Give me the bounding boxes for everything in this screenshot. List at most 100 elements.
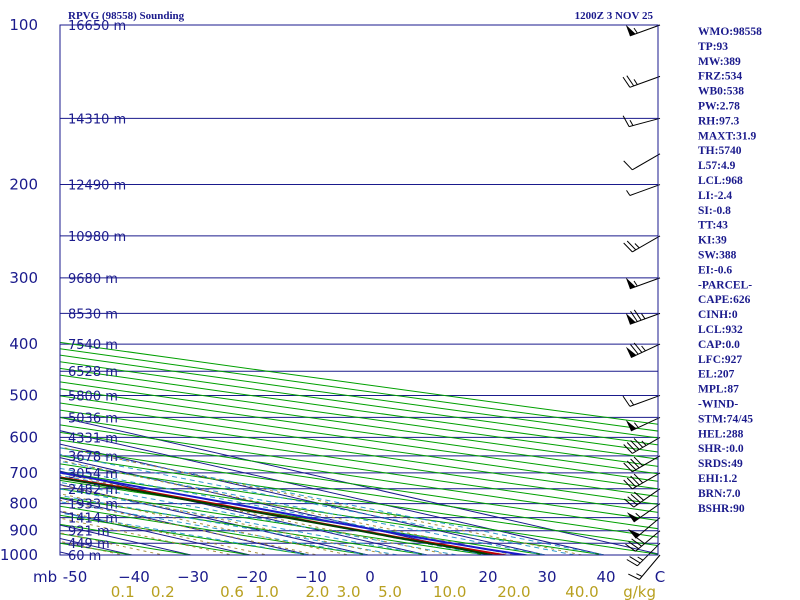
dry-adiabat <box>60 395 658 482</box>
temperature-tick-label: 30 <box>537 568 556 586</box>
isotherm-line <box>0 25 4 566</box>
dry-adiabat <box>60 471 608 555</box>
mixing-ratio-label: 5.0 <box>378 583 402 600</box>
sounding-index: TT:43 <box>698 220 728 232</box>
height-label: 6528 m <box>68 365 118 380</box>
sounding-index: WMO:98558 <box>698 26 762 38</box>
wind-barb <box>625 530 661 552</box>
sounding-index: PW:2.78 <box>698 101 740 113</box>
height-label: 14310 m <box>68 112 126 127</box>
mixing-ratio-label: 3.0 <box>337 583 361 600</box>
temperature-tick-label: 0 <box>365 568 375 586</box>
mixing-ratio-line <box>60 459 517 555</box>
sounding-index: MPL:87 <box>698 384 739 396</box>
height-label: 8530 m <box>68 307 118 322</box>
temperature-tick-label: 10 <box>419 568 438 586</box>
wind-barb <box>623 153 661 171</box>
mixing-ratio-label: 2.0 <box>305 583 329 600</box>
sounding-index: CAPE:626 <box>698 294 751 306</box>
wind-barb <box>626 184 661 196</box>
sounding-index: HEL:288 <box>698 428 744 440</box>
sounding-index: FRZ:534 <box>698 71 742 83</box>
moist-adiabat <box>60 467 516 555</box>
diagram-grid <box>0 25 658 566</box>
sounding-index: BRN:7.0 <box>698 488 741 500</box>
temperature-tick-label: −20 <box>236 568 268 586</box>
wind-barb <box>625 416 661 432</box>
dewpoint-trace <box>60 476 499 555</box>
dry-adiabat <box>60 388 658 475</box>
sounding-index: SW:388 <box>698 250 737 262</box>
dry-adiabat <box>60 496 431 555</box>
pressure-tick-label: 100 <box>9 16 38 34</box>
height-label: 2482 m <box>68 483 118 498</box>
temperature-tick-label: −10 <box>295 568 327 586</box>
chart-title-left: RPVG (98558) Sounding <box>68 10 185 22</box>
temperature-tick-label: -50 <box>63 568 88 586</box>
isotherm-line <box>60 416 658 555</box>
dry-adiabat <box>60 416 658 505</box>
mixing-ratio-line <box>60 446 585 555</box>
dry-adiabat <box>60 374 658 460</box>
mixing-ratio-unit: g/kg <box>623 583 656 600</box>
height-label: 60 m <box>68 549 101 564</box>
sounding-index: RH:97.3 <box>698 115 739 127</box>
height-label: 1414 m <box>68 512 118 527</box>
sounding-index: EI:-0.6 <box>698 264 732 276</box>
dry-adiabat <box>60 439 658 530</box>
dry-adiabat <box>60 381 658 467</box>
height-label: 12490 m <box>68 179 126 194</box>
dry-adiabat <box>60 361 658 446</box>
pressure-tick-label: 900 <box>9 522 38 540</box>
height-label: 1933 m <box>68 498 118 513</box>
wind-barb <box>625 309 661 325</box>
sounding-index: STM:74/45 <box>698 413 753 425</box>
isotherm-line <box>60 443 548 555</box>
wind-barb <box>623 436 661 454</box>
sounding-index: MW:389 <box>698 56 741 68</box>
wind-barb <box>622 75 661 88</box>
wind-barb <box>625 342 661 359</box>
sounding-index: LCL:932 <box>698 324 743 336</box>
mixing-ratio-label: 40.0 <box>565 583 598 600</box>
mixing-ratio-line <box>60 484 393 555</box>
dry-adiabat <box>60 424 658 513</box>
wind-barb <box>623 472 661 490</box>
sounding-index: TH:5740 <box>698 145 742 157</box>
pressure-tick-label: 1000 <box>0 546 38 564</box>
temperature-tick-label: 20 <box>478 568 497 586</box>
sounding-index: KI:39 <box>698 235 727 247</box>
sounding-index: WB0:538 <box>698 86 744 98</box>
dry-adiabat <box>60 455 658 547</box>
height-label: 921 m <box>68 525 110 540</box>
height-label: 9680 m <box>68 272 118 287</box>
dry-adiabat <box>60 367 658 453</box>
moist-adiabat <box>60 501 369 555</box>
moist-adiabat <box>60 481 457 555</box>
height-label: 4331 m <box>68 431 118 446</box>
sounding-traces <box>60 471 531 555</box>
dry-adiabat <box>60 463 658 555</box>
pressure-tick-label: 200 <box>9 176 38 194</box>
height-label: 5036 m <box>68 411 118 426</box>
sounding-index: BSHR:90 <box>698 503 745 515</box>
sounding-index: MAXT:31.9 <box>698 130 756 142</box>
dry-adiabat <box>60 505 372 555</box>
isotherm-line <box>60 430 607 555</box>
plot-frame <box>59 24 659 556</box>
temperature-tick-label: C <box>655 568 665 586</box>
wind-barb-column <box>622 24 661 580</box>
dry-adiabat <box>60 409 658 498</box>
sounding-index: LCL:968 <box>698 175 743 187</box>
parcel-trace <box>60 471 531 555</box>
height-label: 5800 m <box>68 390 118 405</box>
mixing-ratio-label: 10.0 <box>433 583 466 600</box>
sounding-index: LI:-2.4 <box>698 190 732 202</box>
mixing-ratio-label: 1.0 <box>255 583 279 600</box>
mixing-ratio-line <box>60 493 352 555</box>
sounding-index: -WIND- <box>698 399 738 411</box>
sounding-index: L57:4.9 <box>698 160 736 172</box>
moist-adiabat <box>60 488 428 555</box>
pressure-tick-label: 600 <box>9 428 38 446</box>
